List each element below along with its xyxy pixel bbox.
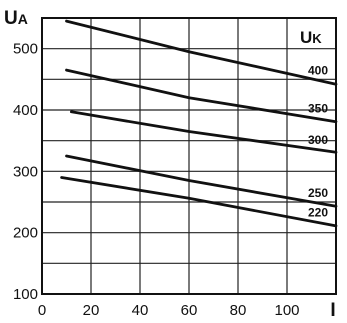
series-label-350: 350 (308, 102, 328, 116)
series-label-300: 300 (308, 133, 328, 147)
series-labels: 400 350 300 250 220 (308, 63, 328, 219)
series-line-400 (65, 19, 338, 86)
y-axis-title: UA (4, 8, 28, 29)
y-tick-label: 500 (13, 41, 38, 58)
plot-frame (41, 17, 337, 295)
x-axis-title-text: I (330, 300, 335, 321)
x-tick-label: 0 (38, 302, 46, 319)
x-tick-labels: 0 20 40 60 80 100 (38, 302, 300, 319)
x-tick-label: 60 (181, 302, 198, 319)
legend-title: UK (300, 28, 322, 47)
series-line-350 (65, 68, 338, 124)
series-line-300 (70, 110, 338, 154)
series-label-250: 250 (308, 186, 328, 200)
x-axis-title: I (330, 300, 335, 321)
x-tick-label: 20 (83, 302, 100, 319)
y-axis-title-main: U (4, 8, 18, 29)
y-tick-label: 200 (13, 225, 38, 242)
y-tick-label: 300 (13, 163, 38, 180)
series-label-220: 220 (308, 206, 328, 220)
x-tick-label: 40 (132, 302, 149, 319)
y-tick-label: 100 (13, 286, 38, 303)
legend-title-main: U (300, 28, 312, 47)
series-line-220 (60, 176, 338, 228)
legend-title-sub: K (312, 31, 322, 46)
y-axis-title-sub: A (18, 11, 28, 27)
x-tick-label: 100 (274, 302, 299, 319)
x-tick-label: 80 (230, 302, 247, 319)
series-group (60, 19, 338, 228)
y-tick-labels: 100 200 300 400 500 (13, 41, 38, 303)
grid (42, 18, 336, 294)
series-line-250 (65, 154, 338, 208)
series-label-400: 400 (308, 63, 328, 77)
y-tick-label: 400 (13, 102, 38, 119)
